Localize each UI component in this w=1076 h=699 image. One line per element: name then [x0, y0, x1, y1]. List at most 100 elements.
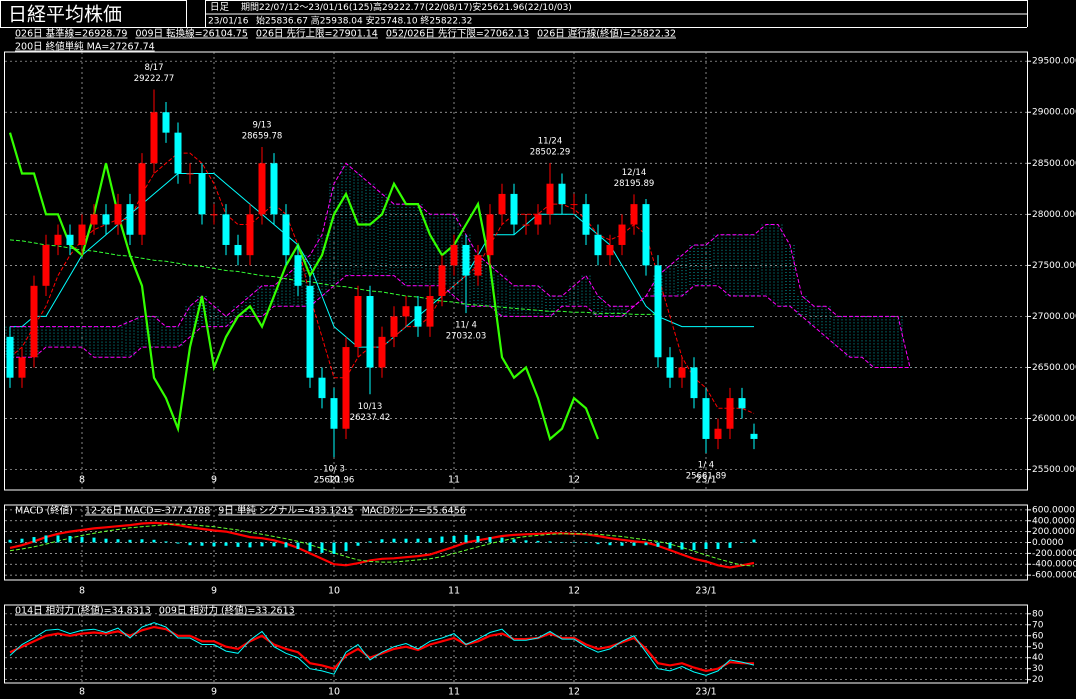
x-tick-label: 23/1 [695, 687, 716, 698]
x-tick-label: 11 [448, 687, 460, 698]
annotation-value: 28659.78 [242, 131, 283, 141]
y-tick-label: -600.0000 [1032, 571, 1076, 581]
candle-body [282, 214, 290, 256]
oscillator-bar [80, 537, 84, 543]
legend-entry: 9日 単純 シグナル=-433.1245 [218, 505, 353, 517]
oscillator-bar [404, 538, 408, 543]
candle-body [750, 433, 758, 439]
y-tick-label: 20 [1032, 675, 1044, 685]
y-tick-label: 26500.000 [1032, 363, 1076, 373]
series-line [9, 521, 755, 569]
plot-frame [4, 51, 1028, 491]
candle-body [714, 428, 722, 439]
x-tick-label: 8 [79, 586, 85, 597]
oscillator-bar [284, 542, 288, 548]
oscillator-bar [680, 542, 684, 550]
oscillator-bar [344, 542, 348, 552]
annotation-date: 1/ 4 [698, 461, 714, 471]
oscillator-bar [632, 542, 636, 546]
candle-body [186, 173, 194, 175]
y-tick-label: 26000.000 [1032, 414, 1076, 424]
oscillator-bar [272, 542, 276, 547]
oscillator-bar [476, 535, 480, 543]
candle-body [138, 163, 146, 235]
legend-entry: 052/026日 先行下限=27062.13 [386, 28, 529, 40]
x-tick-label: 9 [211, 687, 217, 698]
candle-body [366, 296, 374, 368]
x-tick-label: 10 [328, 687, 340, 698]
oscillator-bar [332, 542, 336, 554]
candle-body [402, 306, 410, 317]
candle-body [378, 336, 386, 368]
oscillator-bar [8, 539, 12, 543]
y-tick-label: 28000.000 [1032, 210, 1076, 220]
oscillator-bar [140, 539, 144, 543]
oscillator-bar [428, 538, 432, 543]
candle-body [210, 214, 218, 216]
y-tick-label: 60 [1032, 631, 1044, 641]
oscillator-bar [548, 541, 552, 543]
candle-body [78, 224, 86, 245]
candle-body [450, 244, 458, 266]
y-tick-label: 29500.000 [1032, 57, 1076, 67]
candle-body [702, 398, 710, 439]
oscillator-bar [68, 535, 72, 543]
candle-body [474, 255, 482, 276]
oscillator-bar [512, 539, 516, 543]
oscillator-bar [356, 542, 360, 546]
oscillator-bar [500, 537, 504, 543]
oscillator-bar [452, 535, 456, 543]
oscillator-bar [128, 539, 132, 543]
oscillator-bar [560, 541, 564, 543]
candle-body [54, 234, 62, 245]
candle-body [90, 214, 98, 225]
candle-body [318, 377, 326, 399]
y-tick-label: 80 [1032, 609, 1044, 619]
candle-body [294, 255, 302, 286]
annotation-value: 26237.42 [350, 413, 391, 423]
x-tick-label: 10 [328, 586, 340, 597]
oscillator-bar [164, 541, 168, 543]
x-tick-label: 12 [568, 586, 580, 597]
candle-body [486, 214, 494, 256]
ohlc: 始25836.67 高25938.04 安25748.10 終25822.32 [256, 15, 472, 27]
candle-body [246, 214, 254, 256]
annotation-date: 9/13 [252, 120, 271, 130]
legend-entry: 12-26日 MACD=-377.4788 [85, 506, 210, 517]
oscillator-bar [44, 535, 48, 543]
oscillator-bar [56, 535, 60, 543]
oscillator-bar [668, 542, 672, 549]
series-line [10, 162, 911, 368]
oscillator-bar [728, 542, 732, 548]
oscillator-bar [92, 537, 96, 543]
series-line [8, 132, 600, 441]
oscillator-bar [20, 538, 24, 543]
title: 日経平均株価 [8, 4, 122, 26]
candle-body [522, 224, 530, 226]
oscillator-bar [380, 539, 384, 543]
x-tick-label: 23/1 [695, 586, 716, 597]
oscillator-bar [104, 538, 108, 543]
candle-body [330, 398, 338, 429]
x-tick-label: 11 [448, 475, 460, 486]
candle-body [642, 204, 650, 266]
candle-body [102, 214, 110, 225]
candle-body [594, 234, 602, 256]
series-line [9, 622, 755, 676]
annotation-date: 12/14 [622, 168, 647, 178]
candle-body [510, 193, 518, 225]
x-tick-label: 10 [328, 475, 340, 486]
oscillator-bar [200, 542, 204, 546]
candle-body [546, 183, 554, 215]
oscillator-bar [248, 542, 252, 548]
candle-body [6, 336, 14, 378]
candle-body [162, 112, 170, 133]
candle-body [426, 296, 434, 327]
oscillator-bar [584, 542, 588, 544]
candle-body [114, 204, 122, 225]
candle-body [222, 214, 230, 245]
annotation-value: 28195.89 [614, 179, 655, 189]
candle-body [414, 306, 422, 327]
candle-body [354, 296, 362, 348]
